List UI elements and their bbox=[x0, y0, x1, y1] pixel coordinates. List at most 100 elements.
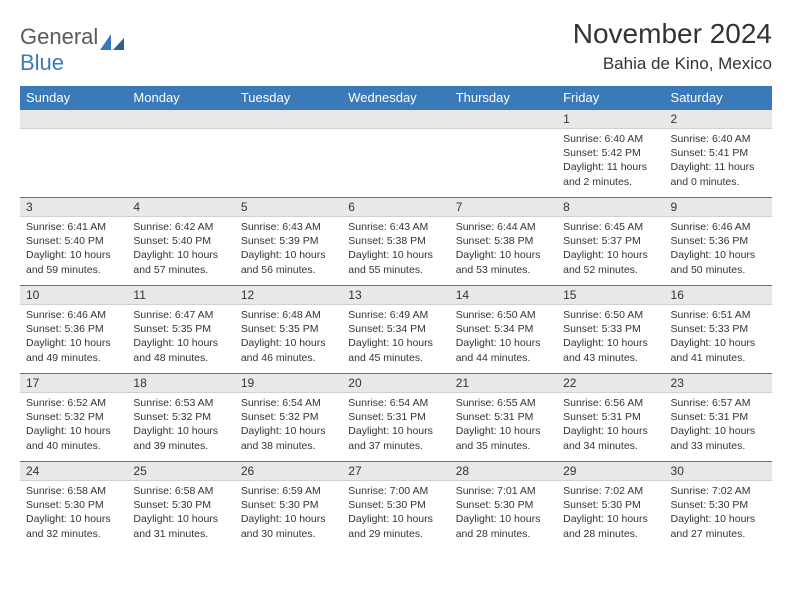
daylight-text: Daylight: 10 hours and 46 minutes. bbox=[241, 336, 336, 364]
sunrise-text: Sunrise: 6:40 AM bbox=[563, 132, 658, 146]
day-details: Sunrise: 6:51 AMSunset: 5:33 PMDaylight:… bbox=[665, 305, 772, 371]
day-details: Sunrise: 6:40 AMSunset: 5:41 PMDaylight:… bbox=[665, 129, 772, 195]
calendar-cell: 25Sunrise: 6:58 AMSunset: 5:30 PMDayligh… bbox=[127, 462, 234, 550]
day-number bbox=[235, 110, 342, 129]
calendar-cell: 6Sunrise: 6:43 AMSunset: 5:38 PMDaylight… bbox=[342, 198, 449, 286]
calendar-week-row: 17Sunrise: 6:52 AMSunset: 5:32 PMDayligh… bbox=[20, 374, 772, 462]
daylight-text: Daylight: 10 hours and 53 minutes. bbox=[456, 248, 551, 276]
calendar-cell bbox=[127, 110, 234, 198]
day-number: 23 bbox=[665, 374, 772, 393]
daylight-text: Daylight: 10 hours and 52 minutes. bbox=[563, 248, 658, 276]
sunrise-text: Sunrise: 6:55 AM bbox=[456, 396, 551, 410]
daylight-text: Daylight: 10 hours and 44 minutes. bbox=[456, 336, 551, 364]
daylight-text: Daylight: 10 hours and 32 minutes. bbox=[26, 512, 121, 540]
sunrise-text: Sunrise: 6:41 AM bbox=[26, 220, 121, 234]
calendar-cell: 13Sunrise: 6:49 AMSunset: 5:34 PMDayligh… bbox=[342, 286, 449, 374]
day-details: Sunrise: 6:50 AMSunset: 5:33 PMDaylight:… bbox=[557, 305, 664, 371]
weekday-header: Tuesday bbox=[235, 86, 342, 110]
sunset-text: Sunset: 5:38 PM bbox=[348, 234, 443, 248]
sunrise-text: Sunrise: 6:40 AM bbox=[671, 132, 766, 146]
calendar-cell: 24Sunrise: 6:58 AMSunset: 5:30 PMDayligh… bbox=[20, 462, 127, 550]
sunrise-text: Sunrise: 6:44 AM bbox=[456, 220, 551, 234]
sunset-text: Sunset: 5:30 PM bbox=[456, 498, 551, 512]
sunrise-text: Sunrise: 7:02 AM bbox=[563, 484, 658, 498]
sunrise-text: Sunrise: 6:56 AM bbox=[563, 396, 658, 410]
day-details: Sunrise: 6:46 AMSunset: 5:36 PMDaylight:… bbox=[20, 305, 127, 371]
sunset-text: Sunset: 5:34 PM bbox=[456, 322, 551, 336]
day-details: Sunrise: 6:57 AMSunset: 5:31 PMDaylight:… bbox=[665, 393, 772, 459]
calendar-cell bbox=[235, 110, 342, 198]
sunrise-text: Sunrise: 6:58 AM bbox=[26, 484, 121, 498]
day-number bbox=[20, 110, 127, 129]
calendar-table: Sunday Monday Tuesday Wednesday Thursday… bbox=[20, 86, 772, 550]
day-number: 27 bbox=[342, 462, 449, 481]
sunset-text: Sunset: 5:42 PM bbox=[563, 146, 658, 160]
day-number: 7 bbox=[450, 198, 557, 217]
day-number: 2 bbox=[665, 110, 772, 129]
day-number: 21 bbox=[450, 374, 557, 393]
sunrise-text: Sunrise: 6:45 AM bbox=[563, 220, 658, 234]
day-details: Sunrise: 6:58 AMSunset: 5:30 PMDaylight:… bbox=[20, 481, 127, 547]
day-number: 16 bbox=[665, 286, 772, 305]
daylight-text: Daylight: 10 hours and 45 minutes. bbox=[348, 336, 443, 364]
daylight-text: Daylight: 10 hours and 56 minutes. bbox=[241, 248, 336, 276]
day-number bbox=[342, 110, 449, 129]
day-details: Sunrise: 6:45 AMSunset: 5:37 PMDaylight:… bbox=[557, 217, 664, 283]
calendar-cell: 4Sunrise: 6:42 AMSunset: 5:40 PMDaylight… bbox=[127, 198, 234, 286]
calendar-cell: 12Sunrise: 6:48 AMSunset: 5:35 PMDayligh… bbox=[235, 286, 342, 374]
daylight-text: Daylight: 10 hours and 37 minutes. bbox=[348, 424, 443, 452]
day-details: Sunrise: 6:55 AMSunset: 5:31 PMDaylight:… bbox=[450, 393, 557, 459]
day-details bbox=[235, 129, 342, 138]
day-number: 26 bbox=[235, 462, 342, 481]
calendar-week-row: 24Sunrise: 6:58 AMSunset: 5:30 PMDayligh… bbox=[20, 462, 772, 550]
day-details: Sunrise: 6:56 AMSunset: 5:31 PMDaylight:… bbox=[557, 393, 664, 459]
page-header: GeneralBlue November 2024 Bahia de Kino,… bbox=[20, 18, 772, 76]
calendar-cell: 19Sunrise: 6:54 AMSunset: 5:32 PMDayligh… bbox=[235, 374, 342, 462]
day-number: 1 bbox=[557, 110, 664, 129]
sunrise-text: Sunrise: 6:58 AM bbox=[133, 484, 228, 498]
daylight-text: Daylight: 10 hours and 38 minutes. bbox=[241, 424, 336, 452]
sunset-text: Sunset: 5:30 PM bbox=[241, 498, 336, 512]
sunrise-text: Sunrise: 6:43 AM bbox=[241, 220, 336, 234]
sunrise-text: Sunrise: 6:54 AM bbox=[241, 396, 336, 410]
daylight-text: Daylight: 10 hours and 49 minutes. bbox=[26, 336, 121, 364]
sunset-text: Sunset: 5:35 PM bbox=[133, 322, 228, 336]
calendar-cell: 11Sunrise: 6:47 AMSunset: 5:35 PMDayligh… bbox=[127, 286, 234, 374]
day-number: 28 bbox=[450, 462, 557, 481]
weekday-header: Friday bbox=[557, 86, 664, 110]
weekday-header: Thursday bbox=[450, 86, 557, 110]
sail-icon bbox=[100, 32, 126, 50]
day-number: 24 bbox=[20, 462, 127, 481]
daylight-text: Daylight: 10 hours and 39 minutes. bbox=[133, 424, 228, 452]
calendar-week-row: 10Sunrise: 6:46 AMSunset: 5:36 PMDayligh… bbox=[20, 286, 772, 374]
day-details bbox=[342, 129, 449, 138]
sunrise-text: Sunrise: 6:52 AM bbox=[26, 396, 121, 410]
brand-part1: General bbox=[20, 24, 98, 50]
sunset-text: Sunset: 5:37 PM bbox=[563, 234, 658, 248]
sunrise-text: Sunrise: 6:49 AM bbox=[348, 308, 443, 322]
sunrise-text: Sunrise: 6:59 AM bbox=[241, 484, 336, 498]
day-details: Sunrise: 6:59 AMSunset: 5:30 PMDaylight:… bbox=[235, 481, 342, 547]
calendar-cell: 7Sunrise: 6:44 AMSunset: 5:38 PMDaylight… bbox=[450, 198, 557, 286]
calendar-cell: 27Sunrise: 7:00 AMSunset: 5:30 PMDayligh… bbox=[342, 462, 449, 550]
day-number: 18 bbox=[127, 374, 234, 393]
sunset-text: Sunset: 5:33 PM bbox=[563, 322, 658, 336]
daylight-text: Daylight: 10 hours and 28 minutes. bbox=[456, 512, 551, 540]
header-right: November 2024 Bahia de Kino, Mexico bbox=[573, 18, 772, 74]
day-number: 11 bbox=[127, 286, 234, 305]
calendar-cell: 22Sunrise: 6:56 AMSunset: 5:31 PMDayligh… bbox=[557, 374, 664, 462]
calendar-cell: 18Sunrise: 6:53 AMSunset: 5:32 PMDayligh… bbox=[127, 374, 234, 462]
sunrise-text: Sunrise: 6:50 AM bbox=[456, 308, 551, 322]
sunrise-text: Sunrise: 6:54 AM bbox=[348, 396, 443, 410]
day-number: 8 bbox=[557, 198, 664, 217]
sunset-text: Sunset: 5:36 PM bbox=[671, 234, 766, 248]
day-details bbox=[20, 129, 127, 138]
calendar-cell: 17Sunrise: 6:52 AMSunset: 5:32 PMDayligh… bbox=[20, 374, 127, 462]
sunset-text: Sunset: 5:39 PM bbox=[241, 234, 336, 248]
daylight-text: Daylight: 10 hours and 29 minutes. bbox=[348, 512, 443, 540]
day-number: 25 bbox=[127, 462, 234, 481]
sunset-text: Sunset: 5:40 PM bbox=[133, 234, 228, 248]
daylight-text: Daylight: 10 hours and 48 minutes. bbox=[133, 336, 228, 364]
brand-logo: GeneralBlue bbox=[20, 24, 126, 76]
day-details: Sunrise: 7:02 AMSunset: 5:30 PMDaylight:… bbox=[557, 481, 664, 547]
